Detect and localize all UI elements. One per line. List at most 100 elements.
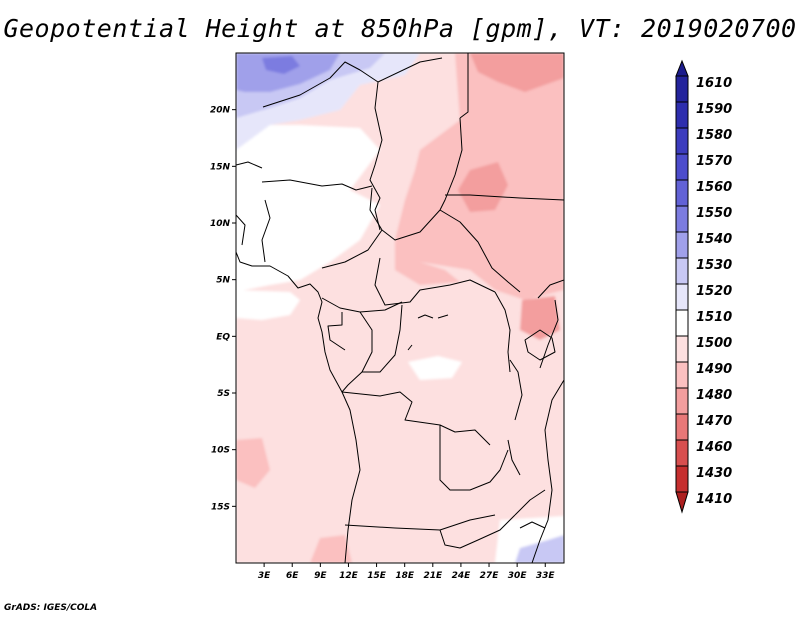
lake-malawi <box>507 439 521 476</box>
border-togo <box>236 214 246 246</box>
y-tick-label: 15S <box>211 502 230 512</box>
border-mali-mauritania <box>236 161 263 169</box>
field-white-coast <box>236 290 300 320</box>
river-segment-1 <box>417 314 434 319</box>
colorbar-segment <box>675 179 689 207</box>
colorbar-segment <box>675 101 689 129</box>
colorbar-label: 1550 <box>696 206 732 221</box>
field-pink-1470-north <box>470 53 564 92</box>
border-chad-sudan <box>439 117 463 211</box>
y-tick-label: EQ <box>216 332 230 342</box>
x-tick-label: 24E <box>452 571 472 581</box>
colorbar-label: 1430 <box>696 466 732 481</box>
x-tick-label: 18E <box>395 571 415 581</box>
colorbar: 1610 1590 1580 1570 1560 1550 1540 1530 1520 1510… <box>675 59 732 514</box>
border-drc-uganda <box>494 291 511 373</box>
colorbar-label: 1570 <box>696 154 732 169</box>
border-libya-niger <box>377 57 443 83</box>
colorbar-segment <box>675 205 689 233</box>
y-tick-label: 15N <box>210 162 231 172</box>
colorbar-segment <box>675 127 689 155</box>
colorbar-label: 1500 <box>696 336 732 351</box>
border-car-sudan <box>439 209 521 293</box>
x-tick-label: 27E <box>480 571 500 581</box>
x-tick-label: 33E <box>536 571 556 581</box>
y-axis: 20N 15N 10N 5N EQ 5S 10S 15S <box>210 106 236 512</box>
border-car-drc <box>374 257 496 306</box>
field-pink-1470-lakes <box>520 296 560 340</box>
colorbar-segment <box>675 439 689 467</box>
border-chad-car <box>381 209 441 241</box>
colorbar-label: 1530 <box>696 258 732 273</box>
colorbar-label: 1540 <box>696 232 732 247</box>
colorbar-segment <box>675 257 689 285</box>
x-tick-label: 3E <box>258 571 271 581</box>
y-tick-label: 10N <box>210 219 231 229</box>
field-pink-1470-chad <box>458 162 508 212</box>
colorbar-segment <box>675 361 689 389</box>
x-tick-label: 21E <box>423 571 443 581</box>
field-white-sahel <box>236 125 380 292</box>
colorbar-label: 1580 <box>696 128 732 143</box>
coastline-west <box>236 251 361 563</box>
border-benin <box>261 199 271 263</box>
field-white-west <box>236 148 270 178</box>
border-niger-chad <box>369 81 383 231</box>
colorbar-label: 1480 <box>696 388 732 403</box>
y-tick-label: 20N <box>210 106 231 116</box>
river-segment-2 <box>437 314 449 319</box>
colorbar-segment <box>675 465 689 493</box>
border-egypt <box>459 53 469 119</box>
border-nigeria-cameroon <box>321 187 383 269</box>
field-blue-1530 <box>236 53 340 92</box>
colorbar-label: 1610 <box>696 76 732 91</box>
colorbar-label: 1510 <box>696 310 732 325</box>
border-botswana <box>439 514 516 549</box>
colorbar-label: 1460 <box>696 440 732 455</box>
lake-victoria <box>524 329 556 361</box>
x-tick-label: 30E <box>508 571 528 581</box>
x-tick-label: 6E <box>286 571 299 581</box>
border-congo-drc <box>362 304 403 373</box>
map-frame <box>235 52 565 564</box>
colorbar-bottom-arrow <box>675 491 689 514</box>
field-blue-1540 <box>262 56 300 74</box>
border-drc-angola <box>341 391 491 446</box>
border-zimbabwe <box>514 489 546 516</box>
border-niger-nigeria <box>261 179 373 191</box>
colorbar-segment <box>675 335 689 363</box>
colorbar-top-arrow <box>675 59 689 77</box>
border-sudan-southsudan <box>445 194 564 201</box>
colorbar-label: 1520 <box>696 284 732 299</box>
x-tick-label: 15E <box>367 571 387 581</box>
colorbar-label: 1470 <box>696 414 732 429</box>
field-white-congo-spot <box>408 356 462 380</box>
border-kenya <box>539 299 559 369</box>
lake-tanganyika <box>509 359 523 421</box>
borders <box>236 53 564 563</box>
y-tick-label: 5S <box>217 389 230 399</box>
field-blue-southeast <box>515 535 564 563</box>
border-algeria-mali <box>262 61 379 108</box>
colorbar-segment <box>675 153 689 181</box>
x-tick-label: 12E <box>339 571 359 581</box>
colorbar-label: 1560 <box>696 180 732 195</box>
y-tick-label: 5N <box>216 276 230 286</box>
river-segment-3 <box>407 344 413 351</box>
map-title: Geopotential Height at 850hPa [gpm], VT:… <box>3 14 797 43</box>
colorbar-segment <box>675 387 689 415</box>
x-axis: 3E 6E 9E 12E 15E 18E 21E 24E 27E 30E 33E <box>258 563 556 581</box>
border-congo <box>341 311 373 393</box>
y-tick-label: 10S <box>211 446 230 456</box>
colorbar-segment <box>675 309 689 337</box>
colorbar-segment <box>675 231 689 259</box>
field-pink-namibia <box>310 535 352 563</box>
x-tick-label: 9E <box>314 571 327 581</box>
colorbar-label: 1490 <box>696 362 732 377</box>
border-mozambique <box>519 521 546 529</box>
border-gabon <box>327 312 346 351</box>
field-pink-sw <box>236 438 270 488</box>
footer-credit: GrADS: IGES/COLA <box>4 603 98 613</box>
colorbar-label: 1410 <box>696 492 732 507</box>
